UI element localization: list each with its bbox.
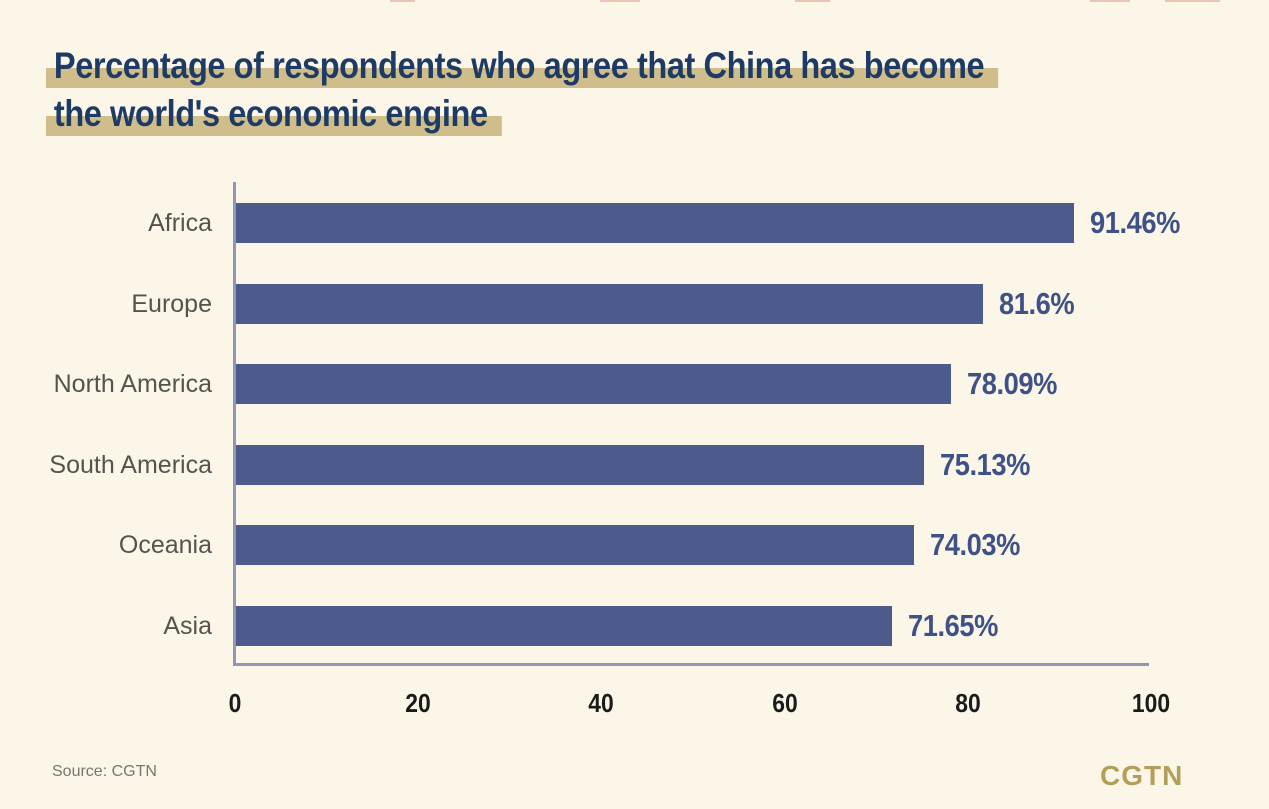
x-axis-line — [233, 663, 1149, 666]
chart-title: Percentage of respondents who agree that… — [46, 42, 1128, 138]
x-tick-label: 0 — [228, 688, 242, 718]
category-label: North America — [53, 370, 212, 398]
x-tick-label: 20 — [405, 688, 431, 718]
bar — [236, 525, 914, 565]
category-label: Europe — [131, 290, 212, 318]
chart-title-line-1: Percentage of respondents who agree that… — [46, 42, 1128, 90]
cgtn-logo: CGTN — [1100, 760, 1184, 791]
top-edge-artifact — [1165, 0, 1220, 2]
top-edge-artifact — [795, 0, 830, 2]
top-edge-artifact — [600, 0, 640, 2]
x-tick-label: 80 — [955, 688, 981, 718]
value-label: 91.46% — [1090, 205, 1180, 240]
value-label: 78.09% — [967, 366, 1057, 401]
x-tick-label: 60 — [772, 688, 798, 718]
value-label: 75.13% — [940, 447, 1030, 482]
category-label: Africa — [148, 209, 212, 237]
value-label: 81.6% — [999, 286, 1075, 321]
top-edge-artifact — [390, 0, 415, 2]
x-tick-label: 40 — [588, 688, 614, 718]
value-label: 71.65% — [908, 608, 998, 643]
category-label: South America — [49, 451, 212, 479]
chart-title-line-2: the world's economic engine — [46, 90, 1128, 138]
x-tick-label: 100 — [1131, 688, 1171, 718]
top-edge-artifact — [1090, 0, 1130, 2]
category-label: Asia — [163, 612, 212, 640]
source-attribution: Source: CGTN — [52, 763, 157, 780]
y-axis-line — [233, 182, 236, 666]
category-label: Oceania — [118, 531, 212, 559]
bar — [236, 606, 892, 646]
value-label: 74.03% — [930, 527, 1020, 562]
bar — [236, 445, 924, 485]
bar — [236, 284, 983, 324]
bar — [236, 364, 951, 404]
bar — [236, 203, 1074, 243]
